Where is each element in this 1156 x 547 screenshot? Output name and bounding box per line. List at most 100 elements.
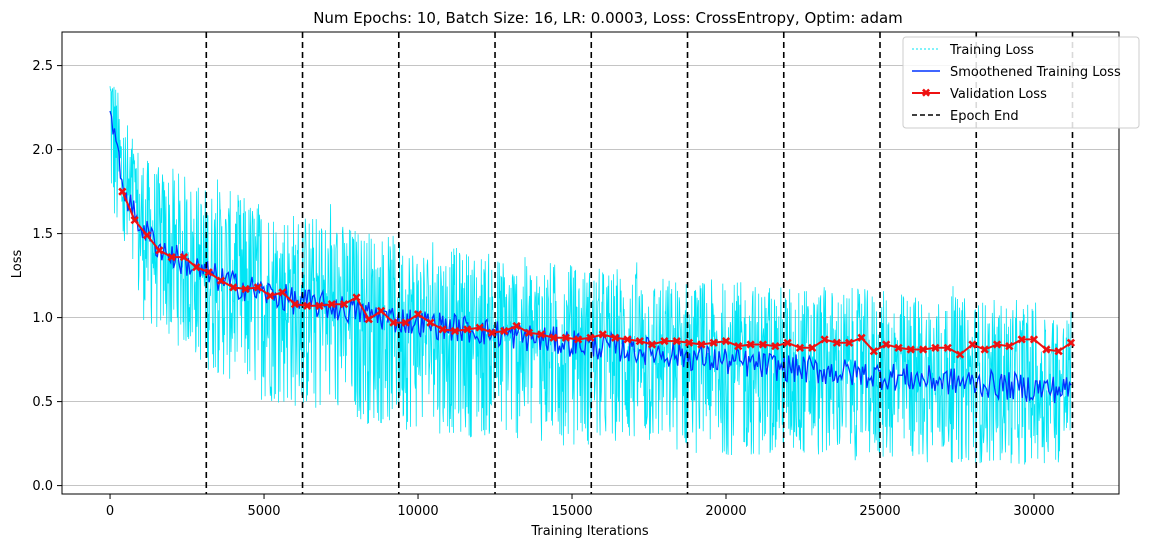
- validation-loss-point: [808, 343, 817, 352]
- validation-loss-point: [968, 340, 977, 349]
- validation-loss-point: [857, 333, 866, 342]
- validation-loss-point: [204, 268, 213, 277]
- legend-epoch-end-label: Epoch End: [950, 109, 1019, 124]
- validation-loss-point: [512, 321, 521, 331]
- validation-loss-point: [635, 337, 644, 346]
- validation-loss-point: [216, 276, 226, 285]
- validation-loss-point: [955, 350, 965, 359]
- validation-loss-point: [882, 340, 891, 349]
- y-tick-label: 0.0: [32, 479, 53, 494]
- y-tick-label: 1.5: [32, 227, 53, 242]
- validation-loss-point: [931, 343, 940, 352]
- validation-loss-point: [943, 343, 952, 352]
- plot-frame: [61, 31, 1120, 495]
- validation-loss-point: [869, 347, 878, 356]
- validation-loss-point: [574, 335, 583, 344]
- validation-loss-point: [475, 323, 484, 332]
- legend-smooth-loss-label: Smoothened Training Loss: [950, 65, 1121, 80]
- validation-loss-point: [746, 340, 755, 349]
- smooth-loss-line: [109, 110, 1072, 404]
- validation-loss-point: [992, 340, 1002, 349]
- validation-loss-point: [783, 338, 792, 347]
- validation-loss-point: [906, 345, 915, 354]
- x-tick-label: 30000: [1013, 504, 1054, 519]
- validation-loss-point: [315, 301, 324, 310]
- validation-loss-point: [352, 293, 361, 302]
- validation-loss-point: [426, 318, 435, 327]
- validation-loss-point: [820, 335, 829, 344]
- x-axis-label: Training Iterations: [530, 524, 649, 539]
- training-loss-line: [109, 86, 1072, 465]
- validation-loss-point: [1017, 335, 1026, 344]
- legend: Training Loss Smoothened Training Loss ✖…: [902, 36, 1140, 129]
- legend-validation-marker: ✖: [921, 86, 931, 100]
- validation-loss-point: [672, 337, 681, 346]
- validation-loss-point: [721, 337, 731, 346]
- validation-loss-point: [894, 343, 903, 352]
- y-axis-label: Loss: [10, 250, 25, 279]
- validation-loss-point: [142, 231, 152, 240]
- validation-loss-point: [1029, 335, 1039, 344]
- validation-loss-point: [401, 318, 410, 327]
- validation-loss-point: [266, 291, 275, 300]
- validation-loss-point: [376, 306, 386, 315]
- validation-loss-point: [192, 263, 201, 272]
- y-tick-label: 2.5: [32, 59, 53, 74]
- validation-loss-point: [463, 325, 472, 334]
- legend-box: [902, 36, 1140, 129]
- validation-loss-point: [537, 330, 546, 339]
- x-tick-label: 10000: [397, 504, 438, 519]
- validation-loss-point: [1054, 347, 1063, 356]
- legend-training-loss-label: Training Loss: [949, 43, 1034, 58]
- validation-loss-point: [327, 300, 336, 309]
- validation-loss-point: [278, 288, 287, 297]
- validation-loss-point: [500, 326, 509, 336]
- x-tick-label: 0: [106, 504, 114, 519]
- validation-loss-point: [832, 338, 842, 347]
- validation-loss-point: [660, 337, 669, 346]
- x-tick-label: 5000: [247, 504, 280, 519]
- validation-loss-point: [980, 345, 989, 354]
- validation-loss-point: [130, 216, 139, 225]
- validation-loss-point: [919, 345, 928, 354]
- validation-loss-point: [167, 253, 176, 262]
- validation-loss-point: [450, 326, 460, 336]
- validation-loss-point: [586, 333, 595, 342]
- validation-loss-point: [1066, 338, 1076, 347]
- validation-loss-point: [179, 253, 189, 262]
- x-tick-label: 15000: [551, 504, 592, 519]
- validation-loss-point: [684, 338, 694, 347]
- validation-loss-point: [303, 301, 312, 310]
- smooth-loss-layer: [109, 110, 1072, 404]
- x-tick-label: 20000: [705, 504, 746, 519]
- validation-loss-point: [734, 342, 743, 351]
- validation-loss-point: [697, 340, 706, 349]
- validation-loss-point: [611, 333, 620, 342]
- validation-loss-point: [389, 318, 398, 327]
- validation-loss-point: [253, 283, 262, 292]
- legend-validation-loss-label: Validation Loss: [950, 87, 1047, 102]
- validation-loss-point: [364, 315, 373, 324]
- validation-loss-point: [795, 343, 805, 352]
- validation-loss-point: [241, 284, 250, 294]
- x-tick-label: 25000: [859, 504, 900, 519]
- validation-loss-point: [1042, 345, 1051, 354]
- validation-loss-point: [413, 310, 423, 319]
- validation-loss-point: [1005, 342, 1014, 351]
- validation-loss-point: [549, 333, 558, 342]
- validation-loss-point: [598, 330, 607, 339]
- validation-loss-layer: [118, 187, 1076, 359]
- y-ticks: 0.0 0.5 1.0 1.5 2.0 2.5: [32, 59, 62, 494]
- x-ticks: 0 5000 10000 15000 20000 25000 30000: [106, 494, 1055, 519]
- y-tick-label: 1.0: [32, 311, 53, 326]
- training-loss-layer: [109, 86, 1072, 465]
- validation-loss-point: [438, 325, 447, 334]
- validation-loss-point: [647, 340, 657, 349]
- validation-loss-point: [709, 338, 718, 347]
- validation-loss-point: [290, 300, 299, 309]
- validation-loss-point: [229, 283, 238, 292]
- validation-loss-point: [487, 328, 497, 337]
- y-tick-label: 2.0: [32, 143, 53, 158]
